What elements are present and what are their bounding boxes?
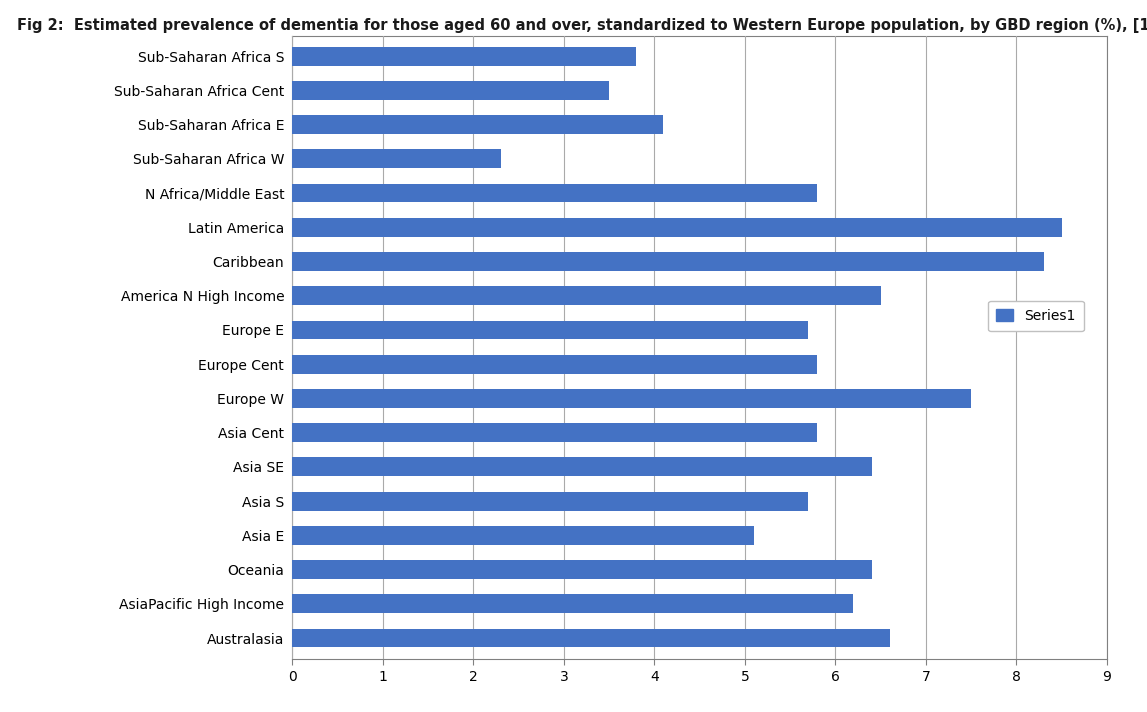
Bar [292, 47, 637, 66]
Bar [292, 81, 609, 100]
Bar [292, 184, 818, 202]
Bar [292, 560, 872, 579]
Bar [292, 286, 881, 305]
Bar [292, 423, 818, 442]
Bar [292, 252, 1044, 271]
Bar [292, 526, 754, 545]
Bar [292, 218, 1062, 236]
Bar [292, 389, 972, 408]
Text: Fig 2:  Estimated prevalence of dementia for those aged 60 and over, standardize: Fig 2: Estimated prevalence of dementia … [17, 18, 1147, 33]
Bar [292, 320, 809, 340]
Bar [292, 629, 890, 647]
Legend: Series1: Series1 [988, 300, 1084, 331]
Bar [292, 492, 809, 511]
Bar [292, 595, 853, 613]
Bar [292, 150, 500, 168]
Bar [292, 355, 818, 374]
Bar [292, 115, 663, 134]
Bar [292, 458, 872, 476]
